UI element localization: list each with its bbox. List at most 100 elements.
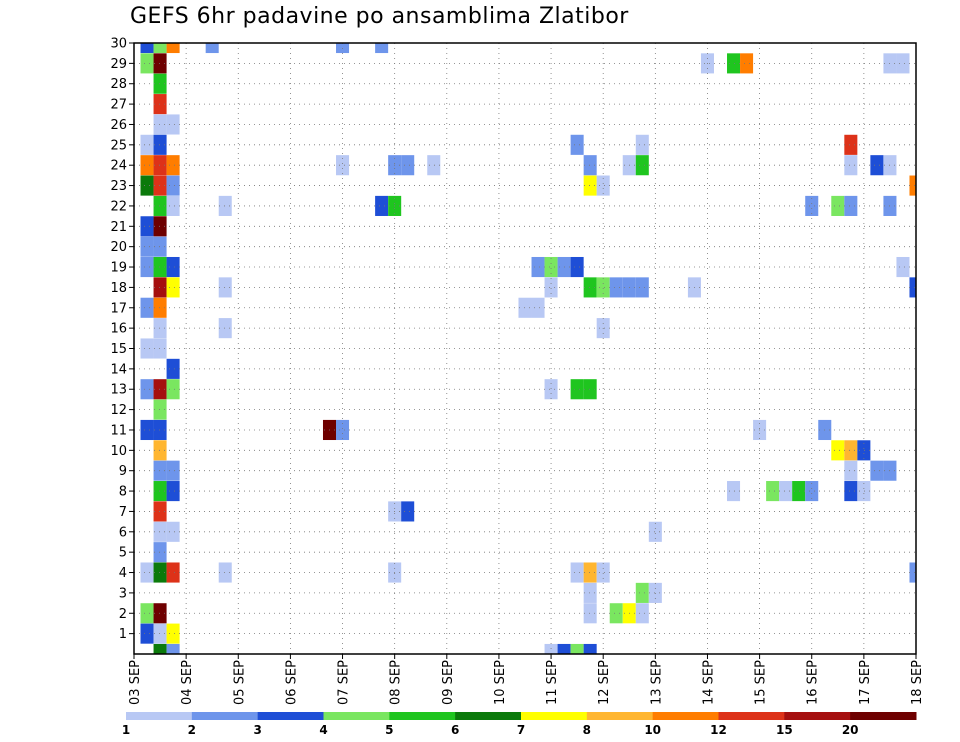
heatmap-cell bbox=[140, 155, 154, 176]
heatmap-cell bbox=[557, 643, 571, 654]
x-tick-label: 16 SEP bbox=[806, 660, 821, 705]
heatmap-cell bbox=[570, 134, 584, 155]
heatmap-cell bbox=[635, 134, 649, 155]
heatmap-cell bbox=[596, 277, 610, 298]
y-tick-label: 18 bbox=[110, 281, 127, 296]
heatmap-cell bbox=[140, 256, 154, 278]
y-tick-label: 14 bbox=[110, 362, 127, 377]
heatmap-cell bbox=[896, 256, 910, 278]
heatmap-cell bbox=[583, 562, 597, 583]
colorbar-label: 1 bbox=[122, 723, 130, 737]
heatmap-cell bbox=[831, 195, 845, 216]
y-tick-label: 8 bbox=[119, 485, 127, 500]
heatmap-cell bbox=[166, 155, 180, 176]
colorbar-swatch bbox=[323, 712, 390, 720]
heatmap-cell bbox=[140, 175, 154, 196]
heatmap-cell bbox=[140, 379, 154, 400]
heatmap-cell bbox=[153, 175, 167, 196]
heatmap-cell bbox=[740, 53, 754, 74]
heatmap-cell bbox=[609, 603, 623, 624]
heatmap-cell bbox=[609, 277, 623, 298]
heatmap-cell bbox=[140, 236, 154, 257]
y-tick-label: 11 bbox=[110, 423, 127, 438]
y-tick-label: 21 bbox=[110, 220, 127, 235]
heatmap-cell bbox=[218, 562, 232, 583]
heatmap-cell bbox=[870, 155, 884, 176]
heatmap-cell bbox=[153, 318, 167, 339]
heatmap-cell bbox=[909, 562, 916, 583]
heatmap-cell bbox=[218, 277, 232, 298]
colorbar-label: 15 bbox=[776, 723, 793, 737]
y-tick-label: 10 bbox=[110, 444, 127, 459]
y-tick-label: 16 bbox=[110, 322, 127, 337]
heatmap-cell bbox=[153, 623, 167, 644]
heatmap-cell bbox=[166, 43, 180, 54]
x-tick-label: 10 SEP bbox=[493, 660, 508, 705]
heatmap-cell bbox=[166, 460, 180, 481]
heatmap-cell bbox=[570, 379, 584, 400]
heatmap-cell bbox=[140, 419, 154, 441]
heatmap-cell bbox=[544, 256, 558, 278]
x-tick-label: 14 SEP bbox=[701, 660, 716, 705]
x-tick-label: 12 SEP bbox=[597, 660, 612, 705]
colorbar-swatch bbox=[257, 712, 324, 720]
heatmap-cell bbox=[596, 562, 610, 583]
heatmap-cell bbox=[648, 521, 662, 542]
heatmap-cell bbox=[140, 43, 154, 54]
y-tick-label: 19 bbox=[110, 261, 127, 276]
heatmap-cell bbox=[766, 481, 780, 502]
heatmap-cell bbox=[844, 195, 858, 216]
heatmap-cell bbox=[166, 521, 180, 542]
y-tick-label: 25 bbox=[110, 138, 127, 153]
heatmap-cell bbox=[648, 582, 662, 603]
colorbar-swatch bbox=[126, 712, 193, 720]
colorbar-label: 8 bbox=[583, 723, 591, 737]
heatmap-cell bbox=[153, 216, 167, 237]
heatmap-cell bbox=[153, 481, 167, 502]
heatmap-cell bbox=[635, 155, 649, 176]
y-tick-label: 29 bbox=[110, 57, 127, 72]
x-tick-label: 11 SEP bbox=[545, 660, 560, 705]
colorbar-label: 7 bbox=[517, 723, 525, 737]
heatmap-cell bbox=[153, 43, 167, 54]
heatmap-cell bbox=[153, 94, 167, 115]
colorbar-swatch bbox=[191, 712, 259, 720]
colorbar: 1 2 3 4 5 6 7 8 10 12 15 20 bbox=[122, 712, 917, 737]
heatmap-cell bbox=[583, 155, 597, 176]
colorbar-swatch bbox=[718, 712, 785, 720]
heatmap-cell bbox=[166, 623, 180, 644]
heatmap-cell bbox=[909, 175, 916, 196]
x-tick-label: 08 SEP bbox=[389, 660, 404, 705]
colorbar-swatch bbox=[389, 712, 456, 720]
heatmap-cell bbox=[583, 643, 597, 654]
heatmap-cell bbox=[531, 297, 545, 318]
heatmap-cell bbox=[635, 603, 649, 624]
heatmap-cell bbox=[844, 155, 858, 176]
heatmap-cell bbox=[570, 643, 584, 654]
heatmap-cell bbox=[153, 236, 167, 257]
heatmap-cell bbox=[153, 562, 167, 583]
heatmap-cell bbox=[153, 521, 167, 542]
heatmap-cell bbox=[153, 73, 167, 94]
colorbar-swatch bbox=[850, 712, 917, 720]
y-tick-label: 9 bbox=[119, 464, 127, 479]
heatmap-cell bbox=[336, 419, 350, 441]
heatmap-cell bbox=[166, 379, 180, 400]
colorbar-swatch bbox=[521, 712, 588, 720]
heatmap-cell bbox=[779, 481, 793, 502]
heatmap-cell bbox=[153, 277, 167, 298]
heatmap-cell bbox=[166, 481, 180, 502]
heatmap-cell bbox=[336, 155, 350, 176]
heatmap-cell bbox=[727, 53, 741, 74]
heatmap-cell bbox=[140, 216, 154, 237]
y-tick-label: 5 bbox=[119, 546, 127, 561]
heatmap-cell bbox=[153, 195, 167, 216]
grid-lines bbox=[134, 42, 916, 654]
x-tick-label: 18 SEP bbox=[910, 660, 925, 705]
heatmap-cell bbox=[544, 379, 558, 400]
colorbar-label: 6 bbox=[451, 723, 459, 737]
colorbar-label: 12 bbox=[710, 723, 727, 737]
heatmap-cell bbox=[583, 379, 597, 400]
heatmap-cell bbox=[153, 297, 167, 318]
